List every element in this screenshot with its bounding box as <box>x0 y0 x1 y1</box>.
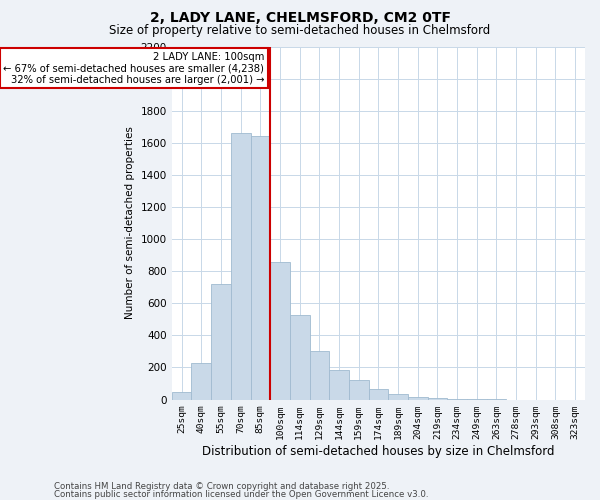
Text: 2 LADY LANE: 100sqm
← 67% of semi-detached houses are smaller (4,238)
32% of sem: 2 LADY LANE: 100sqm ← 67% of semi-detach… <box>4 52 264 85</box>
Text: Contains public sector information licensed under the Open Government Licence v3: Contains public sector information licen… <box>54 490 428 499</box>
Text: Contains HM Land Registry data © Crown copyright and database right 2025.: Contains HM Land Registry data © Crown c… <box>54 482 389 491</box>
Y-axis label: Number of semi-detached properties: Number of semi-detached properties <box>125 126 135 320</box>
Bar <box>211 284 231 400</box>
Bar <box>251 136 270 400</box>
Bar <box>290 314 310 400</box>
Bar <box>329 370 349 400</box>
Bar <box>447 399 467 400</box>
Bar <box>408 397 428 400</box>
Bar <box>270 262 290 400</box>
Text: Size of property relative to semi-detached houses in Chelmsford: Size of property relative to semi-detach… <box>109 24 491 37</box>
Bar <box>231 133 251 400</box>
X-axis label: Distribution of semi-detached houses by size in Chelmsford: Distribution of semi-detached houses by … <box>202 444 554 458</box>
Bar <box>349 380 368 400</box>
Bar <box>368 389 388 400</box>
Bar <box>191 364 211 400</box>
Bar <box>428 398 447 400</box>
Bar <box>310 352 329 400</box>
Text: 2, LADY LANE, CHELMSFORD, CM2 0TF: 2, LADY LANE, CHELMSFORD, CM2 0TF <box>149 11 451 25</box>
Bar <box>388 394 408 400</box>
Bar <box>172 392 191 400</box>
